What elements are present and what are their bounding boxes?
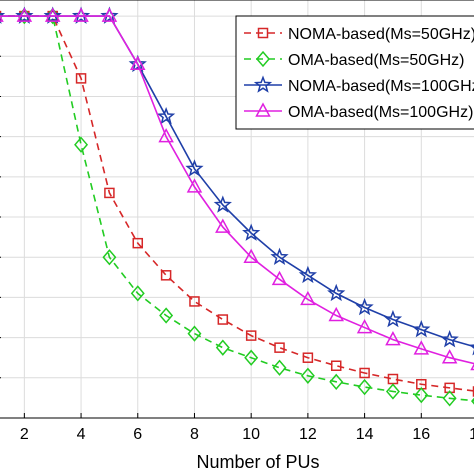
series-3-point [128, 54, 147, 73]
series-2-point [102, 249, 117, 266]
series-2-point [159, 307, 174, 324]
series-4-point [73, 7, 89, 22]
series-group [0, 6, 474, 407]
legend: NOMA-based(Ms=50GHz) OMA-based(Ms=50GHz) N… [235, 15, 474, 130]
series-4-point [441, 349, 458, 364]
series-1-point [132, 237, 144, 249]
legend-entry: NOMA-based(Ms=100GHz) [244, 75, 474, 95]
series-3-point [412, 319, 431, 338]
series-3-point [0, 12, 6, 24]
series-1-point [217, 314, 229, 325]
x-tick-label: 14 [356, 426, 374, 443]
series-3-point [213, 195, 232, 213]
series-4 [0, 7, 474, 371]
series-4-point [243, 248, 259, 263]
series-1-point [359, 367, 370, 379]
series-2-point [442, 390, 457, 407]
series-1-point [75, 73, 87, 84]
series-3-point [355, 297, 374, 316]
series-4-point [16, 7, 33, 22]
series-1-point [274, 342, 285, 353]
series-1-point [104, 187, 115, 199]
series-4-point [356, 318, 373, 334]
series-2-point [244, 349, 259, 366]
series-4-point [215, 218, 231, 233]
series-1-point [189, 296, 200, 307]
series-2-point [215, 339, 230, 356]
series-3-point [185, 159, 204, 177]
x-tick-label: 12 [299, 426, 317, 443]
series-4-point [101, 7, 118, 22]
series-3-point [43, 6, 62, 24]
series-3-point [298, 265, 318, 284]
x-tick-label: 18 [469, 426, 474, 443]
x-tick-label: 2 [20, 426, 29, 443]
series-3-point [156, 106, 176, 125]
series-4-point [271, 270, 288, 286]
x-tick-label: 10 [242, 426, 260, 443]
series-3-point [440, 330, 459, 348]
legend-label: NOMA-based(Ms=50GHz) [288, 26, 474, 43]
series-4-point [413, 340, 430, 355]
series-2-point [300, 367, 315, 384]
series-2-point [329, 373, 344, 390]
series-2-point [130, 285, 145, 302]
plot-area-frame [0, 0, 474, 419]
series-3-point [15, 6, 34, 24]
series-3-point [468, 344, 474, 356]
legend-marker [256, 50, 270, 68]
series-4-point [44, 7, 61, 22]
x-tick-label: 8 [190, 426, 199, 443]
series-2-point [385, 383, 400, 400]
x-tick-label: 4 [77, 426, 86, 443]
series-2-point [74, 136, 89, 153]
series-3-point [71, 6, 91, 24]
series-2-point [357, 378, 372, 396]
series-2-point [414, 386, 429, 404]
legend-label: NOMA-based(Ms=100GHz) [288, 78, 474, 95]
series-4-point [186, 178, 203, 193]
series-1-point [302, 352, 314, 363]
legend-box [235, 15, 474, 130]
series-3-point [327, 283, 346, 302]
series-2-point [272, 359, 287, 376]
series-3-point [100, 6, 119, 24]
series-4-point [300, 290, 316, 306]
series-3-point [270, 247, 289, 265]
legend-marker [253, 75, 273, 93]
series-3-point [242, 223, 261, 241]
x-tick-label: 16 [412, 426, 430, 443]
series-1-point [330, 360, 342, 371]
x-tick-label: 6 [133, 426, 142, 443]
series-3-point [383, 309, 403, 328]
legend-entry: OMA-based(Ms=100GHz) [244, 102, 473, 121]
series-4-point [158, 128, 174, 143]
series-4-point [328, 306, 344, 322]
legend-marker [257, 27, 269, 39]
series-1-point [245, 330, 257, 341]
legend-label: OMA-based(Ms=100GHz) [288, 104, 473, 121]
legend-entry: NOMA-based(Ms=50GHz) [244, 26, 474, 43]
x-axis-label: Number of PUs [196, 452, 319, 472]
legend-label: OMA-based(Ms=50GHz) [288, 52, 465, 69]
legend-entry: OMA-based(Ms=50GHz) [244, 50, 465, 69]
series-1-point [160, 270, 172, 281]
series-4-point [130, 55, 146, 71]
series-4-point [385, 331, 401, 346]
x-axis: 2 4 6 8 10 12 14 16 18 [0, 15, 474, 443]
legend-marker [255, 102, 271, 117]
series-2-point [187, 325, 202, 342]
